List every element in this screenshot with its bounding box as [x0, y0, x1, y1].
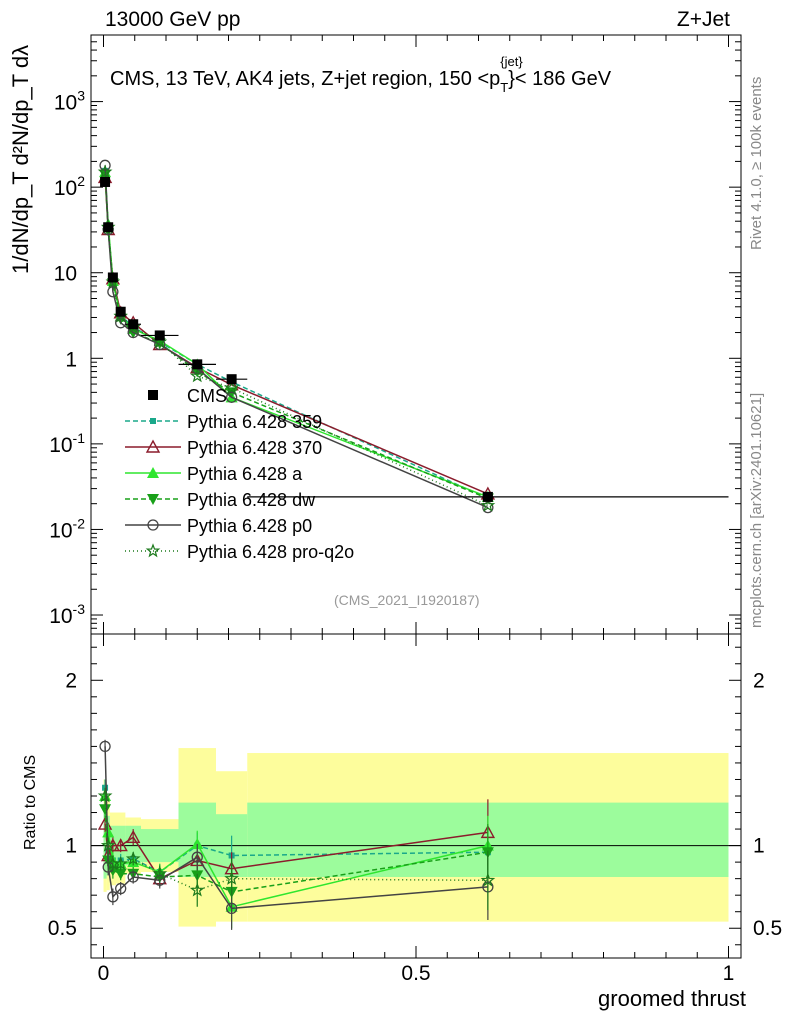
energy-label: 13000 GeV pp [105, 8, 241, 31]
data-point [103, 222, 114, 233]
y-tick-label: 10-2 [49, 515, 85, 542]
ratio-y-tick-label-left: 0.5 [48, 917, 77, 940]
legend-marker-0 [150, 418, 156, 424]
x-axis-label: groomed thrust [598, 986, 746, 1011]
legend-marker-2 [147, 467, 159, 478]
ratio-y-tick-label-right: 2 [753, 669, 765, 692]
legend-label-1: Pythia 6.428 370 [187, 438, 322, 458]
mc-line-4 [104, 165, 489, 509]
data-point [115, 306, 126, 317]
plot-caption: CMS, 13 TeV, AK4 jets, Z+jet region, 150… [110, 54, 612, 95]
legend-label-0: Pythia 6.428 359 [187, 412, 322, 432]
data-point [154, 330, 165, 341]
rivet-version-label: Rivet 4.1.0, ≥ 100k events [748, 76, 765, 250]
legend-label-5: Pythia 6.428 pro-q2o [187, 542, 354, 562]
ratio-point-4 [99, 740, 111, 753]
ratio-point-5 [125, 851, 141, 866]
ratio-point-4 [191, 851, 203, 863]
data-point [482, 491, 493, 502]
legend-marker-data [148, 390, 158, 400]
mc-point-4 [482, 501, 494, 514]
ratio-point-5 [113, 856, 129, 870]
ratio-point-5 [224, 870, 239, 885]
mc-point-4 [107, 286, 119, 298]
y-tick-label: 10 [54, 263, 77, 286]
x-tick-label: 0.5 [401, 962, 430, 985]
ratio-point-4 [115, 882, 127, 895]
ratio-point-4 [225, 902, 238, 915]
mc-point-5 [97, 164, 113, 179]
ratio-point-5 [152, 865, 168, 880]
ratio-point-2 [102, 826, 115, 838]
ratio-point-1 [113, 838, 128, 852]
y-tick-label: 10-1 [49, 430, 85, 457]
mc-point-4 [225, 391, 238, 403]
mc-point-5 [224, 380, 239, 395]
ratio-point-1 [126, 829, 141, 844]
mcplots-label: mcplots.cern.ch [arXiv:2401.10621] [748, 392, 765, 628]
mc-point-5 [480, 497, 496, 512]
process-label: Z+Jet [676, 8, 730, 31]
legend-marker-5 [145, 543, 161, 558]
ratio-point-5 [480, 872, 496, 887]
mc-point-5 [189, 368, 205, 383]
ratio-y-tick-label-right: 0.5 [753, 917, 782, 940]
data-point [192, 359, 203, 370]
x-tick-label: 0 [98, 962, 110, 985]
ratio-point-3 [114, 868, 127, 880]
y-tick-label: 10-3 [49, 601, 85, 628]
legend-label-data: CMS [187, 386, 227, 406]
ratio-y-tick-label-right: 1 [753, 835, 765, 858]
ratio-point-2 [191, 837, 204, 849]
legend-label-2: Pythia 6.428 a [187, 464, 303, 484]
ratio-point-5 [189, 882, 205, 897]
y-tick-label: 102 [54, 173, 85, 200]
y-tick-label: 1 [65, 348, 77, 371]
y-axis-label-main: 1/dN/dp_T d²N/dp_T dλ [8, 44, 33, 274]
ratio-y-tick-label-left: 1 [65, 835, 77, 858]
ratio-point-3 [99, 804, 112, 816]
ratio-point-4 [127, 871, 139, 883]
mc-point-4 [115, 317, 127, 329]
analysis-id-label: (CMS_2021_I1920187) [334, 592, 480, 608]
legend-marker-3 [147, 494, 159, 505]
legend-marker-1 [145, 439, 161, 453]
ratio-point-5 [97, 788, 113, 803]
ratio-axis-label: Ratio to CMS [22, 754, 39, 850]
legend-label-4: Pythia 6.428 p0 [187, 516, 312, 536]
data-point [226, 374, 237, 385]
data-point [100, 176, 111, 187]
mc-point-4 [99, 159, 111, 171]
ratio-point-4 [107, 891, 119, 903]
ratio-point-5 [100, 837, 116, 852]
data-point [128, 319, 139, 330]
legend-label-3: Pythia 6.428 dw [187, 490, 316, 510]
data-point [107, 272, 118, 283]
legend-marker-4 [147, 519, 159, 531]
y-tick-label: 103 [54, 88, 85, 115]
x-tick-label: 1 [723, 962, 735, 985]
ratio-y-tick-label-left: 2 [65, 669, 77, 692]
